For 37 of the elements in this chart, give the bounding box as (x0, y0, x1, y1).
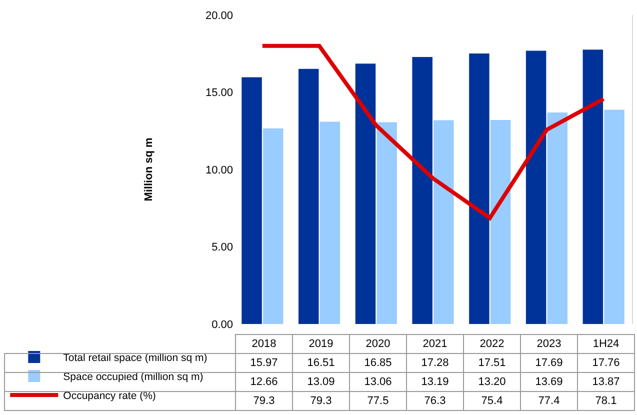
y-tick-label: 15.00 (205, 87, 233, 100)
y-tick-label: 5.00 (212, 242, 233, 254)
data-label: 16.51 (292, 354, 350, 372)
data-label: 13.69 (520, 372, 578, 392)
data-label: 12.66 (236, 372, 292, 392)
data-label: 78.1 (578, 392, 634, 410)
data-label: 17.76 (578, 354, 634, 372)
data-label: 76.3 (406, 392, 464, 410)
data-label: 79.3 (236, 392, 292, 410)
data-label: 17.69 (520, 354, 578, 372)
data-label: 17.51 (464, 354, 520, 372)
y-axis-title: Million sq m (143, 138, 156, 202)
legend-label: Space occupied (million sq m) (63, 371, 204, 384)
data-label: 13.06 (350, 372, 406, 392)
data-label: 13.19 (406, 372, 464, 392)
legend-label: Occupancy rate (%) (63, 390, 156, 402)
data-label: 13.09 (292, 372, 350, 392)
data-label: 13.20 (464, 372, 520, 392)
x-tick-label: 2019 (292, 334, 350, 354)
x-tick-label: 2023 (520, 334, 578, 354)
data-label: 17.28 (406, 354, 464, 372)
x-tick-label: 2022 (464, 334, 520, 354)
x-tick-label: 2020 (350, 334, 406, 354)
x-tick-label: 2018 (236, 334, 292, 354)
data-label: 77.4 (520, 392, 578, 410)
data-label: 15.97 (236, 354, 292, 372)
data-label: 75.4 (464, 392, 520, 410)
y-tick-label: 20.00 (205, 10, 233, 22)
y-tick-label: 10.00 (205, 164, 233, 176)
data-label: 16.85 (350, 354, 406, 372)
y-tick-label: 0.00 (212, 318, 233, 331)
data-label: 79.3 (292, 392, 350, 410)
legend-label: Total retail space (million sq m) (63, 352, 208, 364)
data-label: 77.5 (350, 392, 406, 410)
x-tick-label: 1H24 (578, 334, 634, 354)
x-tick-label: 2021 (406, 334, 464, 354)
data-label: 13.87 (578, 372, 634, 392)
